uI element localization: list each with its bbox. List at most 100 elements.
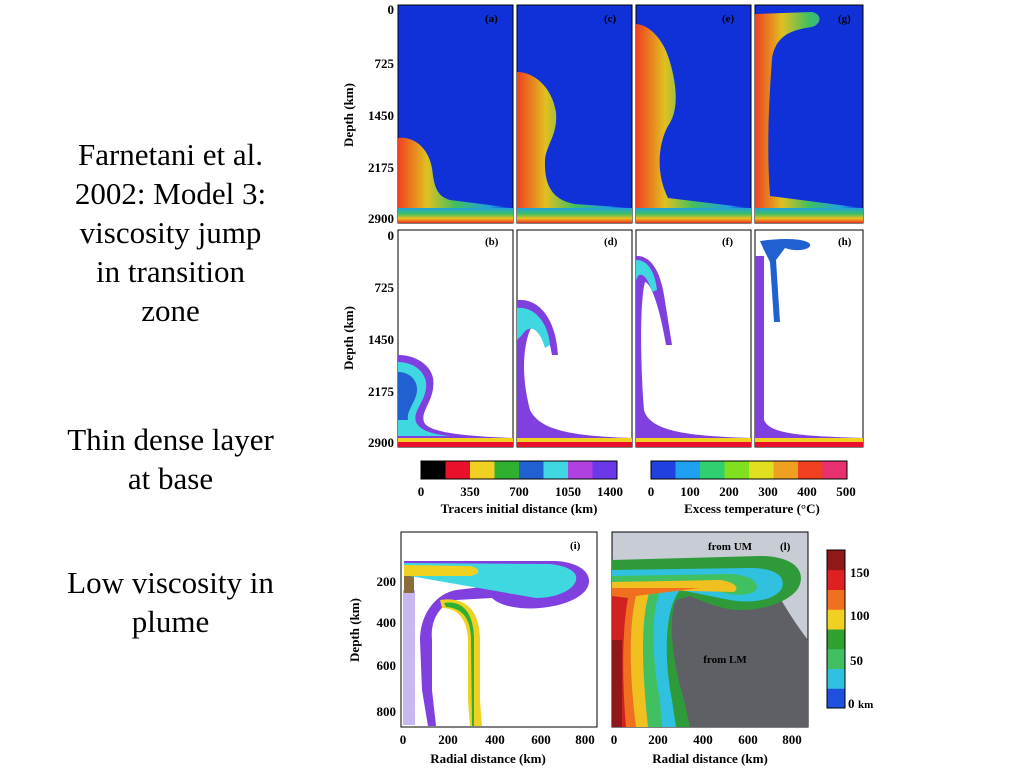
colorbar-swatch [827, 648, 845, 669]
panel-b [397, 229, 514, 448]
panel-label: (i) [570, 540, 581, 552]
colorbar-swatch [568, 461, 593, 479]
radial-tick: 200 [648, 732, 668, 747]
colorbar-swatch [827, 609, 845, 630]
panel-label: (l) [780, 541, 791, 553]
depth-tick: 725 [375, 56, 395, 71]
radial-tick: 0 [400, 732, 407, 747]
colorbar-tick: 50 [850, 653, 863, 668]
depth-colorbar-swatches [827, 550, 845, 709]
panel-h [754, 229, 864, 448]
colorbar-swatch [651, 461, 676, 479]
panel-l: from UM from LM (l) [611, 531, 809, 728]
radial-axis-right: 0 200 400 600 800 Radial distance (km) [611, 732, 802, 766]
radial-axis-label: Radial distance (km) [430, 751, 546, 766]
colorbar-swatch [798, 461, 823, 479]
annotation-from-um: from UM [708, 541, 753, 553]
colorbar-tick: 700 [509, 484, 529, 499]
panel-label: (a) [485, 13, 498, 25]
depth-tick: 0 [388, 2, 395, 17]
temperature-colorbar-swatches [651, 461, 848, 479]
radial-tick: 200 [438, 732, 458, 747]
depth-tick: 600 [377, 658, 397, 673]
tracer-colorbar-swatches [421, 461, 618, 479]
colorbar-tick: 150 [850, 565, 870, 580]
colorbar-swatch [543, 461, 569, 479]
depth-tick: 200 [377, 574, 397, 589]
annotation-from-lm: from LM [703, 654, 747, 666]
tracer-panels: (b) (d) (f) (h) [397, 229, 864, 448]
depth-axis-bottom: 200 400 600 800 Depth (km) [347, 574, 396, 719]
colorbar-swatch [592, 461, 618, 479]
panel-g [754, 4, 864, 224]
radial-tick: 600 [531, 732, 551, 747]
colorbar-swatch [827, 688, 845, 709]
panel-label: (g) [838, 13, 851, 25]
colorbar-tick: 300 [758, 484, 778, 499]
colorbar-tick: 100 [680, 484, 700, 499]
radial-axis-left: 0 200 400 600 800 Radial distance (km) [400, 732, 595, 766]
depth-axis-label: Depth (km) [347, 598, 362, 662]
depth-tick: 800 [377, 704, 397, 719]
panel-i: (i) [400, 531, 598, 728]
colorbar-tick: 1050 [555, 484, 581, 499]
colorbar-swatch [827, 589, 845, 610]
colorbar-label: Tracers initial distance (km) [441, 501, 598, 516]
colorbar-swatch [827, 629, 845, 650]
colorbar-tick: 400 [797, 484, 817, 499]
note-line: plume [131, 604, 210, 639]
panel-label: (c) [604, 13, 617, 25]
depth-axis-top: 0 725 1450 2175 2900 Depth (km) [341, 2, 395, 226]
panel-label: (f) [722, 236, 733, 248]
note-line: Low viscosity in [67, 565, 274, 600]
depth-tick: 1450 [368, 108, 394, 123]
colorbar-swatch [494, 461, 520, 479]
colorbar-tick: 1400 [597, 484, 623, 499]
note-low-viscosity: Low viscosity in plume [18, 563, 323, 641]
colorbar-swatch [519, 461, 544, 479]
colorbar-swatch [827, 668, 845, 689]
note-line: Thin dense layer [67, 422, 274, 457]
colorbar-swatch [421, 461, 446, 479]
colorbar-tick: 350 [460, 484, 480, 499]
depth-tick: 0 [388, 228, 395, 243]
colorbar-swatch [773, 461, 799, 479]
tracer-colorbar: 0 350 700 1050 1400 Tracers initial dist… [418, 460, 623, 516]
colorbar-tick: 0 [418, 484, 425, 499]
depth-axis-label: Depth (km) [341, 83, 356, 147]
note-line: at base [127, 461, 214, 496]
colorbar-tick: 0 [648, 484, 655, 499]
temperature-panels: (a) (c) (e) (g) [397, 4, 864, 224]
depth-axis-label: Depth (km) [341, 306, 356, 370]
depth-tick: 400 [377, 615, 397, 630]
colorbar-swatch [827, 550, 845, 571]
colorbar-swatch [827, 569, 845, 590]
note-dense-layer: Thin dense layer at base [18, 420, 323, 498]
radial-tick: 600 [738, 732, 758, 747]
panel-label: (h) [838, 236, 852, 248]
heading-line: 2002: Model 3: [74, 176, 267, 211]
depth-axis-mid: 0 725 1450 2175 2900 Depth (km) [341, 228, 395, 450]
colorbar-swatch [822, 461, 848, 479]
colorbar-swatch [749, 461, 774, 479]
colorbar-tick: 100 [850, 608, 870, 623]
colorbar-swatch [724, 461, 750, 479]
radial-tick: 400 [693, 732, 713, 747]
radial-tick: 800 [575, 732, 595, 747]
colorbar-tick: 500 [836, 484, 856, 499]
colorbar-unit: km [858, 699, 873, 711]
heading-line: viscosity jump [79, 215, 262, 250]
colorbar-swatch [470, 461, 495, 479]
colorbar-swatch [675, 461, 701, 479]
colorbar-tick: 0 [848, 696, 855, 711]
panel-e [635, 4, 752, 224]
heading-text: Farnetani et al. 2002: Model 3: viscosit… [18, 135, 323, 330]
depth-tick: 2900 [368, 211, 394, 226]
panel-f [635, 229, 752, 448]
panel-label: (b) [485, 236, 499, 248]
depth-colorbar: 0 50 100 150 km [826, 549, 873, 711]
radial-tick: 400 [485, 732, 505, 747]
radial-tick: 800 [782, 732, 802, 747]
panel-label: (e) [722, 13, 735, 25]
